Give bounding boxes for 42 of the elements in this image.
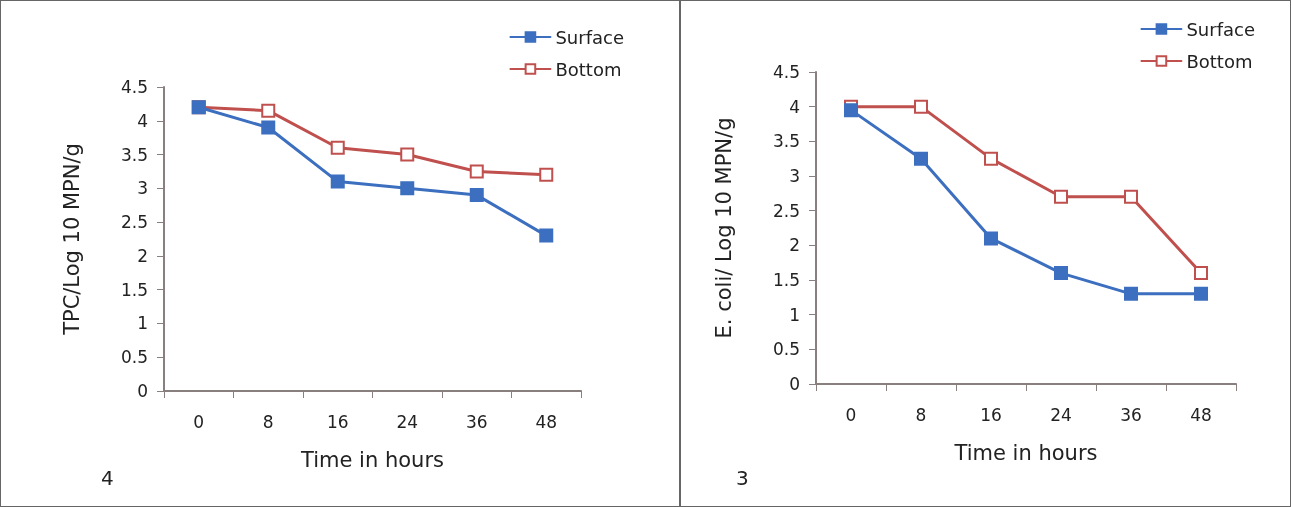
y-tick-label: 4 — [137, 110, 148, 131]
y-tick-label: 0.5 — [772, 339, 800, 360]
text: 3 — [736, 466, 749, 490]
y-tick-label: 0 — [137, 381, 148, 401]
y-tick-label: 2 — [789, 235, 800, 256]
y-tick-label: 4 — [789, 96, 800, 117]
y-tick-label: 0.5 — [120, 347, 148, 368]
x-tick-label: 0 — [193, 411, 205, 432]
y-axis-title: E. coli/ Log 10 MPN/g — [711, 117, 736, 339]
y-tick-label: 1 — [137, 313, 148, 334]
x-tick-label: 48 — [1190, 404, 1212, 425]
y-tick-label: 3 — [137, 178, 148, 199]
legend-label: Surface — [555, 26, 625, 48]
x-tick-label: 24 — [1050, 404, 1072, 425]
y-tick-label: 0 — [789, 374, 800, 394]
legend-label: Bottom — [1186, 50, 1253, 72]
x-tick-label: 8 — [262, 411, 274, 432]
y-tick-label: 3 — [789, 166, 800, 186]
y-tick-label: 2.5 — [772, 200, 800, 221]
x-tick-label: 16 — [980, 404, 1002, 425]
y-tick-label: 3.5 — [772, 131, 800, 152]
x-tick-label: 36 — [1120, 404, 1142, 425]
x-axis-title: Time in hours — [300, 447, 444, 472]
y-tick-label: 1 — [789, 304, 800, 325]
x-tick-label: 16 — [326, 411, 349, 432]
y-tick-label: 4.5 — [120, 77, 148, 97]
y-axis-title: TPC/Log 10 MPN/g — [59, 143, 84, 336]
x-axis-title: Time in hours — [953, 440, 1098, 465]
x-tick-label: 24 — [396, 411, 419, 432]
x-tick-label: 8 — [915, 404, 927, 425]
y-tick-label: 2.5 — [120, 212, 148, 233]
text: 4 — [101, 466, 114, 490]
legend-label: Bottom — [555, 58, 622, 80]
legend-label: Surface — [1186, 18, 1256, 40]
y-tick-label: 2 — [137, 245, 148, 266]
x-tick-label: 0 — [845, 404, 857, 425]
y-tick-label: 1.5 — [120, 279, 148, 300]
y-tick-label: 1.5 — [772, 270, 800, 290]
y-tick-label: 4.5 — [772, 62, 800, 82]
x-tick-label: 48 — [535, 411, 558, 432]
x-tick-label: 36 — [465, 411, 488, 432]
y-tick-label: 3.5 — [120, 144, 148, 165]
